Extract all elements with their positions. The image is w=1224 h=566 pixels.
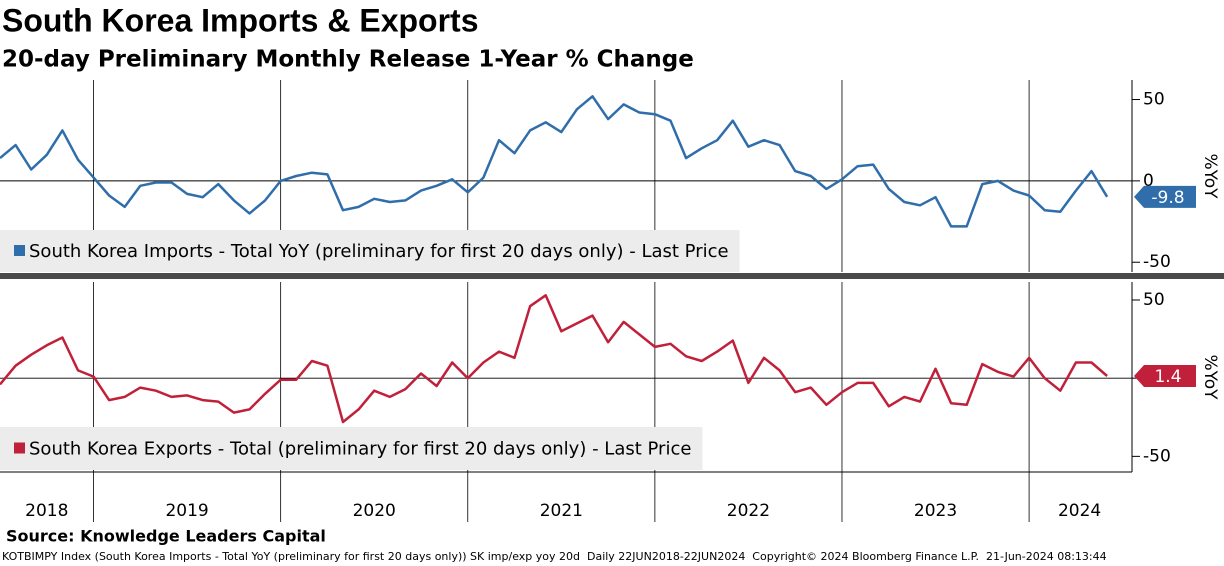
panel-separator (0, 273, 1224, 279)
legend-swatch (14, 245, 25, 256)
x-tick-label: 2019 (165, 501, 208, 521)
source: Source: Knowledge Leaders Capital (6, 527, 326, 546)
last-value-tag (1134, 185, 1196, 208)
legend-box (0, 230, 740, 272)
last-value-label: 1.4 (1154, 367, 1181, 387)
x-tick-label: 2024 (1058, 501, 1101, 521)
y-axis-label: %YoY (1200, 153, 1220, 199)
y-tick-label: 50 (1143, 90, 1165, 110)
y-tick-label: -50 (1143, 252, 1171, 272)
data-line (0, 95, 1109, 228)
chart-title: South Korea Imports & Exports (2, 2, 479, 38)
y-axis-label: %YoY (1200, 354, 1220, 400)
legend-label: South Korea Imports - Total YoY (prelimi… (29, 241, 729, 262)
y-tick-label: -50 (1143, 446, 1171, 466)
chart-subtitle: 20-day Preliminary Monthly Release 1-Yea… (2, 47, 694, 73)
legend-label: South Korea Exports - Total (preliminary… (29, 439, 691, 460)
last-value-tag (1134, 364, 1196, 387)
x-tick-label: 2020 (353, 501, 396, 521)
footer: KOTBIMPY Index (South Korea Imports - To… (2, 550, 1107, 563)
x-tick-label: 2022 (727, 501, 770, 521)
last-value-label: -9.8 (1151, 188, 1184, 208)
x-tick-label: 2023 (914, 501, 957, 521)
legend-box (0, 427, 703, 470)
x-tick-label: 2021 (540, 501, 583, 521)
legend-swatch (14, 442, 25, 454)
data-line (0, 294, 1108, 424)
y-tick-label: 50 (1143, 290, 1165, 310)
y-tick-label: 0 (1143, 171, 1154, 191)
x-tick-label: 2018 (25, 501, 68, 521)
